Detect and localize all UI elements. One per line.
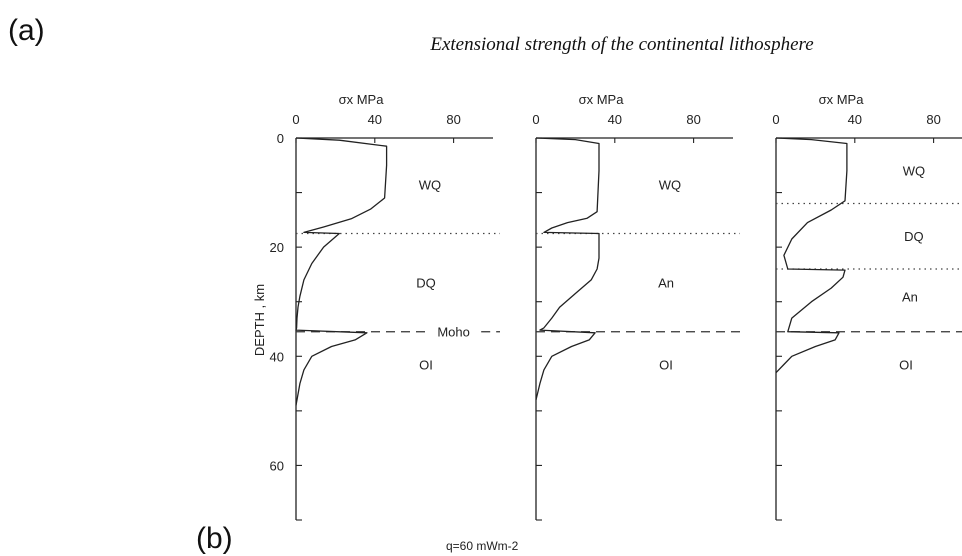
- layer-label: OI: [899, 357, 913, 372]
- y-axis-label: DEPTH , km: [252, 284, 267, 356]
- y-tick-label: 20: [270, 240, 284, 255]
- panel-a-label: (a): [8, 14, 45, 47]
- y-tick-label: 40: [270, 349, 284, 364]
- layer-label: DQ: [904, 229, 924, 244]
- layer-label: An: [658, 276, 674, 291]
- strength-curve: [295, 137, 388, 406]
- heat-flow-note: q=60 mWm-2: [446, 539, 519, 553]
- x-tick-label: 40: [848, 112, 862, 127]
- layer-label: OI: [419, 357, 433, 372]
- layer-label: OI: [659, 357, 673, 372]
- layer-label: WQ: [903, 164, 925, 179]
- x-tick-label: 80: [446, 112, 460, 127]
- panel-1: σx MPa 0 40 80 0 20 40 60 Moho WQ DQ OI: [270, 92, 500, 521]
- strength-curve: [775, 137, 848, 374]
- layer-label: WQ: [419, 177, 441, 192]
- x-tick-label: 40: [608, 112, 622, 127]
- y-tick-label: 0: [277, 131, 284, 146]
- panel-2: σx MPa 0 40 80 WQ An OI: [532, 92, 740, 521]
- x-tick-label: 80: [686, 112, 700, 127]
- layer-label: DQ: [416, 276, 436, 291]
- strength-curve: [535, 137, 600, 401]
- layer-label: An: [902, 289, 918, 304]
- x-axis-label: σx MPa: [339, 92, 385, 107]
- x-axis-label: σx MPa: [819, 92, 865, 107]
- panel-b-label: (b): [196, 522, 233, 555]
- x-axis-label: σx MPa: [579, 92, 625, 107]
- x-tick-label: 0: [532, 112, 539, 127]
- x-tick-label: 40: [368, 112, 382, 127]
- figure-title: Extensional strength of the continental …: [429, 34, 813, 55]
- x-tick-label: 80: [926, 112, 940, 127]
- boundary-label: Moho: [437, 325, 470, 340]
- panel-3: σx MPa 0 40 80 WQ DQ An OI: [772, 92, 962, 521]
- x-tick-label: 0: [292, 112, 299, 127]
- y-tick-label: 60: [270, 458, 284, 473]
- x-tick-label: 0: [772, 112, 779, 127]
- layer-label: WQ: [659, 177, 681, 192]
- strength-profiles: σx MPa 0 40 80 0 20 40 60 Moho WQ DQ OI σx MPa 0 40 80 W…: [270, 92, 962, 521]
